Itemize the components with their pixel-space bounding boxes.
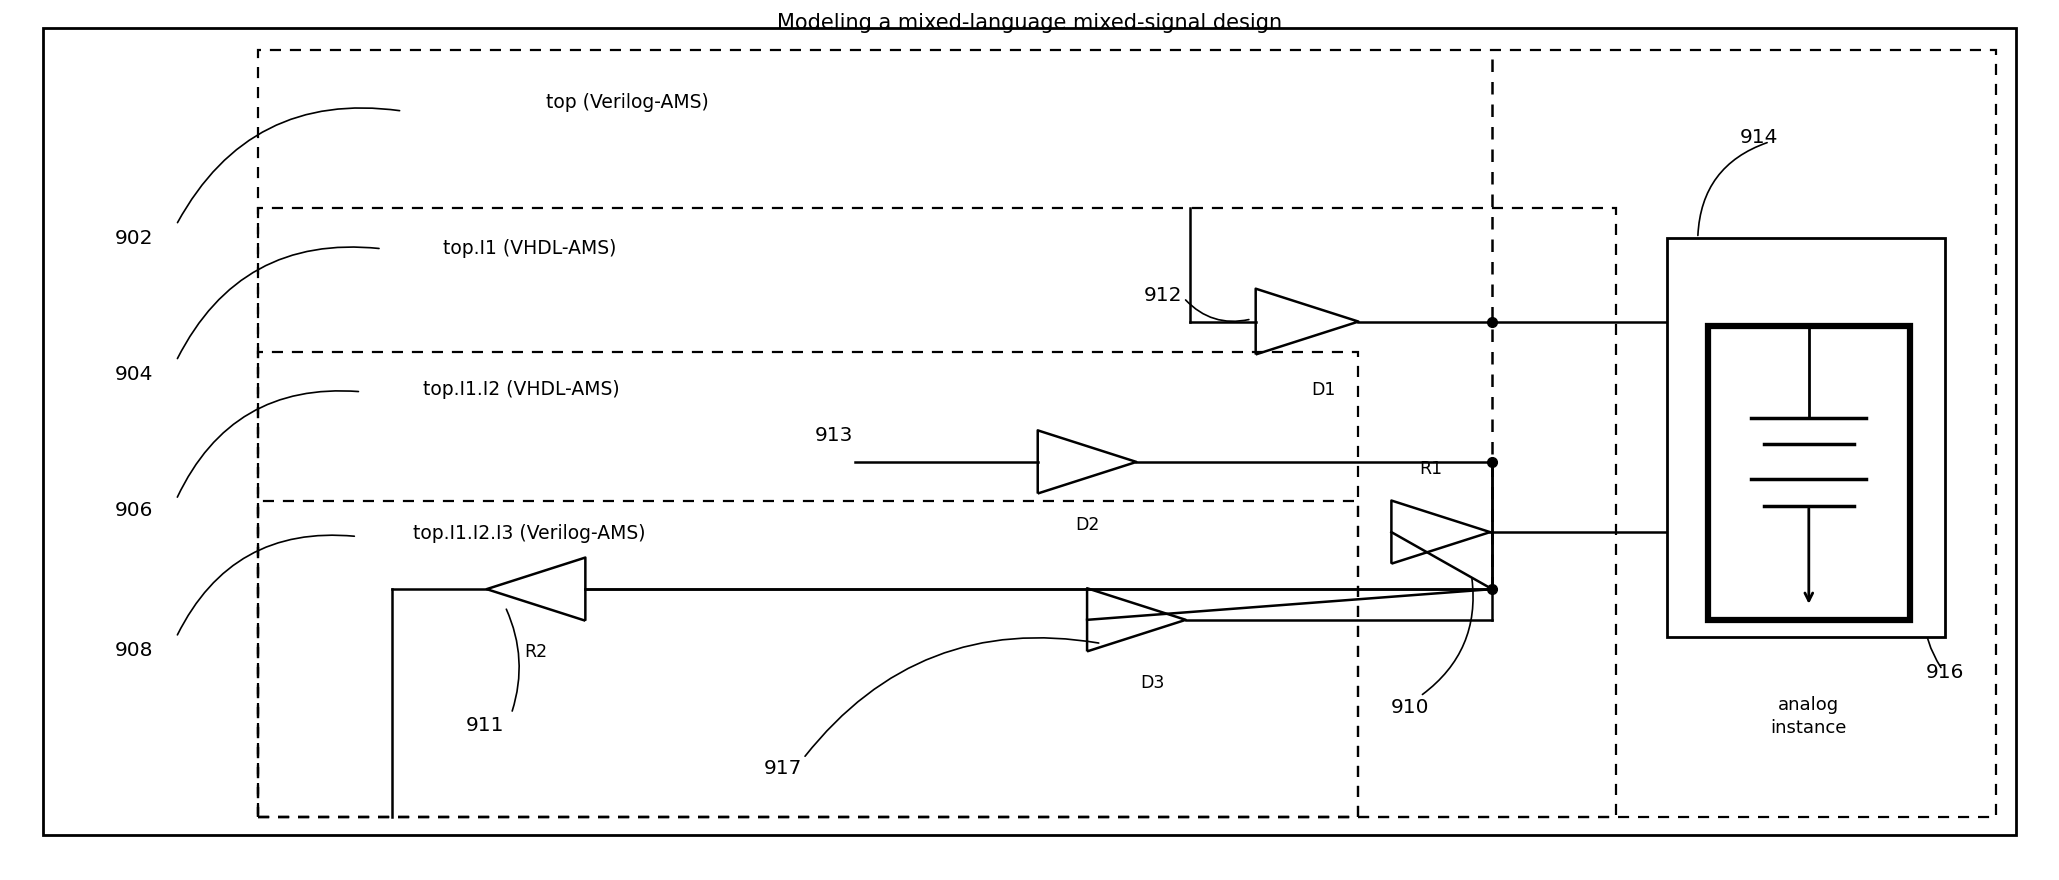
Text: 914: 914 bbox=[1740, 128, 1779, 147]
Text: D1: D1 bbox=[1312, 381, 1336, 399]
Text: analog
instance: analog instance bbox=[1771, 695, 1847, 737]
Bar bbox=[259, 208, 1616, 818]
Text: 904: 904 bbox=[115, 364, 152, 384]
Bar bbox=[259, 49, 1995, 818]
Text: 913: 913 bbox=[815, 426, 852, 445]
Text: top (Verilog-AMS): top (Verilog-AMS) bbox=[546, 92, 708, 112]
Bar bbox=[259, 502, 1359, 818]
Text: top.I1 (VHDL-AMS): top.I1 (VHDL-AMS) bbox=[443, 239, 618, 258]
Bar bbox=[1668, 238, 1944, 637]
Text: 911: 911 bbox=[465, 715, 504, 735]
Text: D2: D2 bbox=[1075, 516, 1100, 534]
Text: 902: 902 bbox=[115, 229, 152, 248]
Text: top.I1.I2.I3 (Verilog-AMS): top.I1.I2.I3 (Verilog-AMS) bbox=[412, 524, 644, 543]
Text: MLMS
net: MLMS net bbox=[1781, 371, 1833, 413]
Text: 910: 910 bbox=[1390, 698, 1429, 717]
Text: Modeling a mixed-language mixed-signal design: Modeling a mixed-language mixed-signal d… bbox=[776, 13, 1283, 33]
Bar bbox=[259, 352, 1359, 818]
Text: 912: 912 bbox=[1145, 286, 1182, 304]
Text: R2: R2 bbox=[525, 643, 548, 661]
Bar bbox=[1709, 326, 1909, 620]
Text: 906: 906 bbox=[115, 501, 152, 520]
Text: 917: 917 bbox=[764, 759, 801, 779]
Text: D3: D3 bbox=[1141, 674, 1165, 692]
Text: top.I1.I2 (VHDL-AMS): top.I1.I2 (VHDL-AMS) bbox=[422, 379, 620, 399]
Text: 908: 908 bbox=[115, 641, 152, 660]
Text: 916: 916 bbox=[1925, 663, 1964, 682]
Text: R1: R1 bbox=[1419, 460, 1441, 478]
